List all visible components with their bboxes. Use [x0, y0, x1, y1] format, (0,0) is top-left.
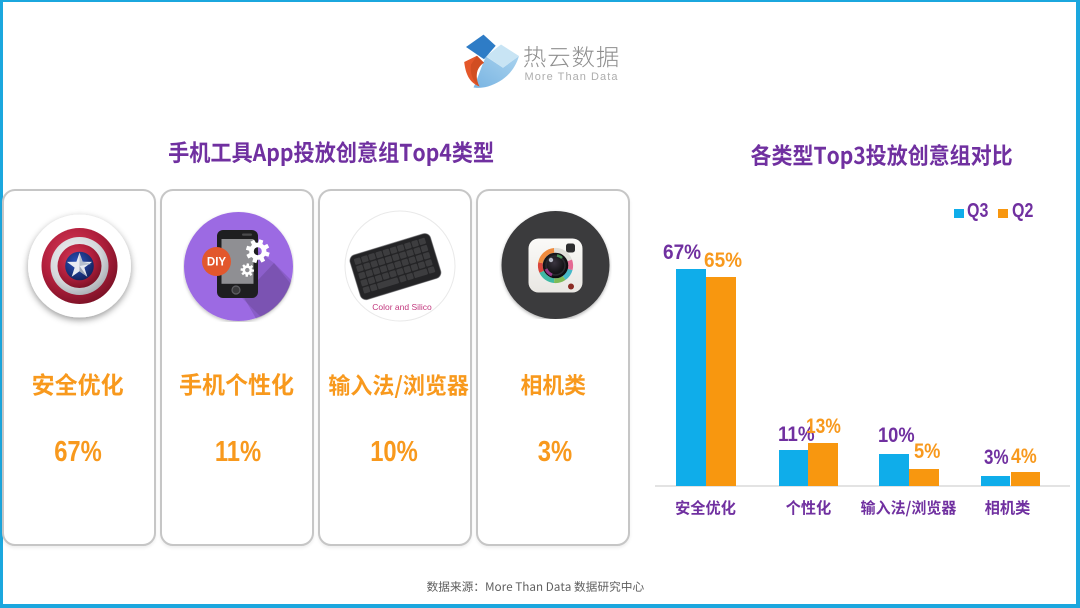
svg-text:Color and Silico: Color and Silico [372, 302, 432, 312]
svg-text:DIY: DIY [207, 257, 227, 269]
